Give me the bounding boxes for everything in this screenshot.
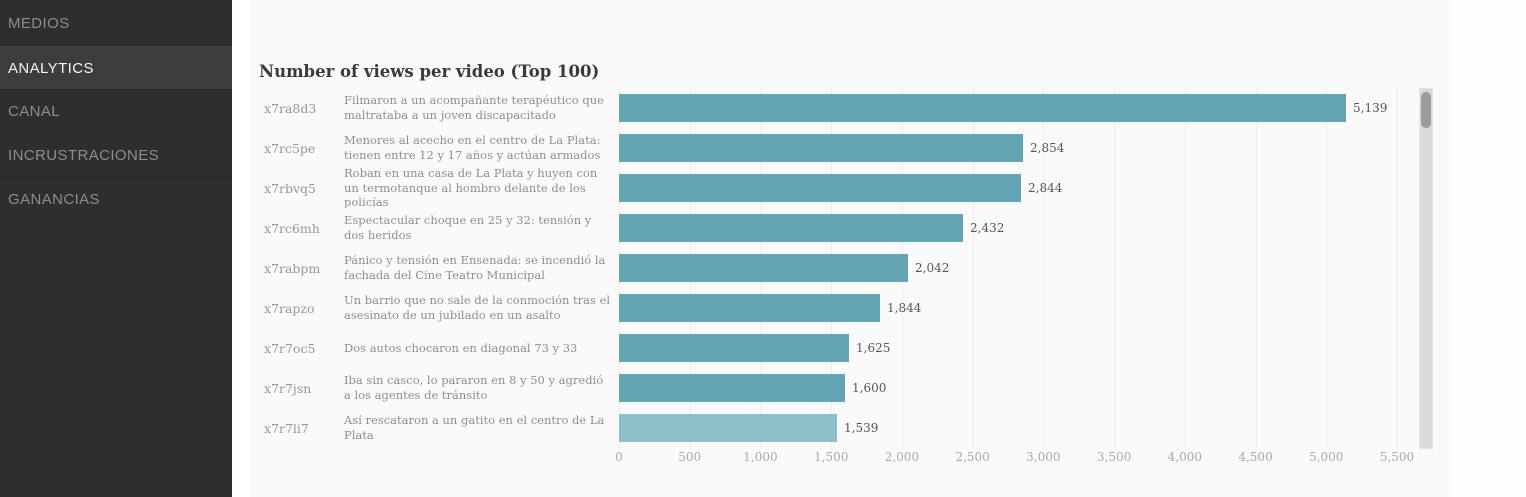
chart-row: x7rabpm Pánico y tensión en Ensenada: se … bbox=[250, 248, 1450, 288]
value-label: 2,844 bbox=[1028, 181, 1063, 195]
gridline bbox=[972, 88, 974, 449]
video-id-label: x7rapzo bbox=[264, 300, 315, 316]
video-title-label: Pánico y tensión en Ensenada: se incendi… bbox=[344, 253, 606, 282]
value-label: 2,042 bbox=[915, 261, 950, 275]
video-id-label: x7rbvq5 bbox=[264, 180, 316, 196]
main-content: Number of views per video (Top 100) x7ra… bbox=[250, 0, 1450, 497]
video-title-label: Filmaron a un acompañante terapéutico qu… bbox=[344, 93, 604, 122]
x-tick-label: 500 bbox=[678, 450, 702, 464]
x-tick-label: 2,500 bbox=[955, 450, 990, 464]
bar-segment[interactable] bbox=[619, 294, 880, 322]
video-title-label: Iba sin casco, lo pararon en 8 y 50 y ag… bbox=[344, 373, 604, 402]
sidebar-item-label: ANALYTICS bbox=[8, 59, 94, 77]
x-tick-label: 4,000 bbox=[1167, 450, 1202, 464]
x-tick-label: 2,000 bbox=[884, 450, 920, 464]
sidebar-item-canal[interactable]: CANAL bbox=[0, 90, 232, 134]
gridline bbox=[1397, 88, 1398, 449]
sidebar-item-label: MEDIOS bbox=[8, 15, 70, 32]
sidebar-main-gutter bbox=[232, 0, 250, 497]
bar-segment[interactable] bbox=[619, 214, 963, 242]
video-id-label: x7rc6mh bbox=[264, 220, 320, 236]
value-label: 2,432 bbox=[970, 221, 1005, 235]
bar-segment[interactable] bbox=[619, 254, 908, 282]
video-title-label: Dos autos chocaron en diagonal 73 y 33 bbox=[344, 340, 578, 355]
video-id-label: x7r7li7 bbox=[264, 420, 309, 436]
chart-row: x7rbvq5 Roban en una casa de La Plata y h… bbox=[250, 168, 1450, 208]
bar-segment[interactable] bbox=[619, 414, 837, 442]
chart-row: x7ra8d3 Filmaron a un acompañante terapéu… bbox=[250, 88, 1450, 128]
page-title: Number of views per video (Top 100) bbox=[259, 62, 600, 81]
value-label: 5,139 bbox=[1353, 101, 1388, 115]
x-tick-label: 3,000 bbox=[1026, 450, 1061, 464]
video-id-label: x7rc5pe bbox=[264, 140, 316, 156]
gridline bbox=[1255, 88, 1257, 449]
video-id-label: x7ra8d3 bbox=[264, 100, 317, 116]
sidebar-item-medios[interactable]: MEDIOS bbox=[0, 2, 232, 46]
x-tick-label: 1,000 bbox=[743, 450, 778, 464]
x-tick-label: 4,500 bbox=[1238, 450, 1273, 464]
value-label: 1,539 bbox=[844, 421, 879, 435]
gridline bbox=[1326, 88, 1328, 449]
x-tick-label: 0 bbox=[615, 450, 623, 464]
chart-row: x7rapzo Un barrio que no sale de la conmo… bbox=[250, 288, 1450, 328]
x-tick-label: 1,500 bbox=[813, 450, 849, 464]
chart-scrollbar-thumb[interactable] bbox=[1421, 92, 1431, 128]
gridline bbox=[1043, 88, 1045, 449]
right-gutter bbox=[1450, 0, 1526, 497]
chart-row: x7r7oc5 Dos autos chocaron en diagonal 73… bbox=[250, 328, 1450, 368]
bar-segment[interactable] bbox=[619, 334, 849, 362]
sidebar: MEDIOS ANALYTICS CANAL INCRUSTRACIONES GANAN… bbox=[0, 0, 232, 497]
video-id-label: x7r7jsn bbox=[264, 380, 312, 396]
video-id-label: x7rabpm bbox=[264, 260, 321, 276]
chart-row: x7r7jsn Iba sin casco, lo pararon en 8 y … bbox=[250, 368, 1450, 408]
sidebar-item-analytics[interactable]: ANALYTICS bbox=[0, 46, 232, 90]
video-title-label: Un barrio que no sale de la conmoción tr… bbox=[344, 293, 611, 322]
bar-segment[interactable] bbox=[619, 94, 1346, 122]
x-axis: 0 500 1,000 1,500 2,000 2,500 3,000 3,500 4,000 4… bbox=[250, 450, 1450, 468]
bar-segment[interactable] bbox=[619, 134, 1023, 162]
bar-segment[interactable] bbox=[619, 174, 1021, 202]
x-tick-label: 5,500 bbox=[1379, 450, 1415, 464]
chart-row: x7r7li7 Así rescataron a un gatito en el … bbox=[250, 408, 1450, 448]
value-label: 2,854 bbox=[1030, 141, 1065, 155]
video-title-label: Menores al acecho en el centro de La Pla… bbox=[344, 133, 601, 162]
bar-segment[interactable] bbox=[619, 374, 845, 402]
x-tick-label: 3,500 bbox=[1096, 450, 1132, 464]
video-id-label: x7r7oc5 bbox=[264, 340, 316, 356]
video-title-label: Así rescataron a un gatito en el centro … bbox=[344, 413, 605, 442]
sidebar-item-ganancias[interactable]: GANANCIAS bbox=[0, 178, 232, 222]
sidebar-item-label: CANAL bbox=[8, 103, 61, 120]
chart-row: x7rc6mh Espectacular choque en 25 y 32: t… bbox=[250, 208, 1450, 248]
video-title-label: Roban en una casa de La Plata y huyen co… bbox=[344, 168, 598, 208]
sidebar-item-label: GANANCIAS bbox=[8, 191, 100, 208]
value-label: 1,600 bbox=[852, 381, 887, 395]
video-title-label: Espectacular choque en 25 y 32: tensión … bbox=[344, 213, 592, 242]
x-tick-label: 5,000 bbox=[1309, 450, 1344, 464]
gridline bbox=[1114, 88, 1116, 449]
sidebar-item-label: INCRUSTRACIONES bbox=[8, 147, 160, 164]
value-label: 1,625 bbox=[856, 341, 891, 355]
sidebar-item-incrustraciones[interactable]: INCRUSTRACIONES bbox=[0, 134, 232, 178]
chart-row: x7rc5pe Menores al acecho en el centro de… bbox=[250, 128, 1450, 168]
gridline bbox=[1184, 88, 1186, 449]
value-label: 1,844 bbox=[887, 301, 922, 315]
chart-scrollbar-track[interactable] bbox=[1419, 88, 1433, 449]
